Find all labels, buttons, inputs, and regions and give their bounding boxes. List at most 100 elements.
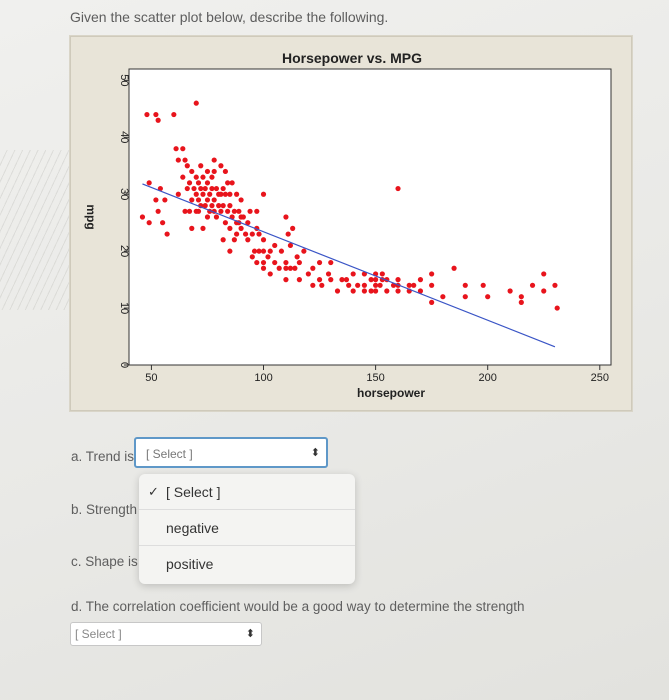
question-b-label: b. Strength bbox=[71, 502, 138, 517]
data-point bbox=[209, 185, 215, 192]
data-point bbox=[283, 265, 289, 271]
data-point bbox=[361, 282, 367, 288]
data-point bbox=[343, 277, 350, 283]
data-point bbox=[162, 197, 168, 203]
data-point bbox=[290, 225, 296, 231]
data-point bbox=[153, 111, 159, 118]
data-point bbox=[310, 265, 316, 271]
data-point bbox=[195, 180, 202, 186]
y-tick-label: 20 bbox=[118, 245, 130, 257]
data-point bbox=[155, 117, 161, 123]
y-tick-label: 50 bbox=[118, 74, 130, 86]
data-point bbox=[146, 220, 152, 226]
data-point bbox=[231, 208, 237, 214]
trend-line bbox=[142, 183, 556, 348]
data-point bbox=[296, 277, 302, 283]
dropdown-option-positive[interactable]: positive bbox=[139, 546, 355, 582]
data-point bbox=[193, 191, 199, 197]
question-prompt: Given the scatter plot below, describe t… bbox=[70, 9, 389, 25]
data-point bbox=[175, 191, 181, 197]
data-point bbox=[146, 180, 152, 186]
data-point bbox=[285, 231, 291, 237]
data-point bbox=[429, 299, 435, 305]
data-point bbox=[507, 288, 513, 294]
data-point bbox=[245, 220, 251, 226]
data-point bbox=[518, 294, 524, 300]
data-point bbox=[229, 180, 235, 186]
y-tick-label: 30 bbox=[118, 188, 130, 200]
data-point bbox=[260, 259, 267, 266]
background-glare bbox=[0, 150, 70, 310]
data-point bbox=[328, 259, 334, 266]
data-point bbox=[238, 225, 244, 231]
data-point bbox=[218, 163, 224, 169]
chart-title: Horsepower vs. MPG bbox=[282, 50, 422, 66]
data-point bbox=[175, 157, 181, 163]
data-point bbox=[395, 277, 401, 283]
data-point bbox=[204, 180, 211, 186]
data-point bbox=[267, 271, 273, 277]
data-point bbox=[213, 214, 220, 220]
x-tick-label: 150 bbox=[366, 372, 384, 384]
select-chevron-icon: ⬍ bbox=[310, 447, 320, 459]
dropdown-option-select[interactable]: ✓ [ Select ] bbox=[139, 474, 355, 510]
trend-select[interactable]: [ Select ] ⬍ bbox=[134, 437, 328, 468]
data-point bbox=[245, 237, 251, 243]
data-point bbox=[518, 299, 524, 305]
data-point bbox=[200, 174, 206, 180]
data-point bbox=[272, 242, 278, 249]
data-point bbox=[429, 271, 435, 277]
data-point bbox=[283, 259, 289, 266]
data-point bbox=[211, 168, 217, 175]
data-point bbox=[451, 265, 457, 271]
data-point bbox=[218, 208, 224, 214]
data-point bbox=[240, 214, 246, 220]
dropdown-option-label: positive bbox=[166, 556, 214, 572]
data-points bbox=[139, 100, 560, 311]
data-point bbox=[234, 191, 240, 197]
dropdown-option-negative[interactable]: negative bbox=[139, 510, 355, 546]
data-point bbox=[296, 259, 302, 266]
data-point bbox=[222, 220, 228, 226]
data-point bbox=[373, 288, 379, 294]
data-point bbox=[256, 231, 262, 237]
question-a-label: a. Trend is bbox=[71, 449, 135, 464]
data-point bbox=[193, 174, 199, 180]
data-point bbox=[236, 208, 242, 214]
data-point bbox=[440, 294, 446, 300]
question-d-label: d. The correlation coefficient would be … bbox=[71, 599, 525, 614]
data-point bbox=[260, 191, 267, 197]
x-tick-label: 250 bbox=[591, 372, 609, 384]
data-point bbox=[411, 282, 417, 288]
data-point bbox=[529, 282, 536, 288]
data-point bbox=[417, 288, 424, 294]
data-point bbox=[254, 259, 260, 266]
question-c-label: c. Shape is bbox=[71, 554, 138, 569]
data-point bbox=[209, 174, 215, 180]
data-point bbox=[189, 168, 195, 175]
data-point bbox=[485, 294, 491, 300]
data-point bbox=[283, 277, 289, 283]
data-point bbox=[209, 203, 215, 209]
data-point bbox=[189, 225, 195, 231]
checkmark-icon: ✓ bbox=[148, 484, 159, 499]
data-point bbox=[211, 157, 217, 163]
data-point bbox=[256, 248, 262, 254]
correlation-select[interactable]: [ Select ] ⬍ bbox=[70, 622, 262, 646]
data-point bbox=[139, 214, 146, 220]
data-point bbox=[310, 282, 316, 288]
data-point bbox=[480, 282, 486, 288]
data-point bbox=[182, 157, 188, 163]
data-point bbox=[339, 277, 345, 283]
data-point bbox=[242, 231, 249, 237]
data-point bbox=[225, 208, 231, 214]
data-point bbox=[334, 288, 341, 294]
scatter-plot: Horsepower vs. MPG 0 10 20 30 40 50 50 100 150 2… bbox=[84, 50, 612, 400]
data-point bbox=[164, 231, 170, 237]
data-point bbox=[247, 208, 253, 214]
data-point bbox=[220, 237, 226, 243]
data-point bbox=[429, 282, 435, 288]
data-point bbox=[227, 203, 233, 209]
y-tick-label: 10 bbox=[118, 302, 130, 314]
data-point bbox=[198, 163, 204, 169]
